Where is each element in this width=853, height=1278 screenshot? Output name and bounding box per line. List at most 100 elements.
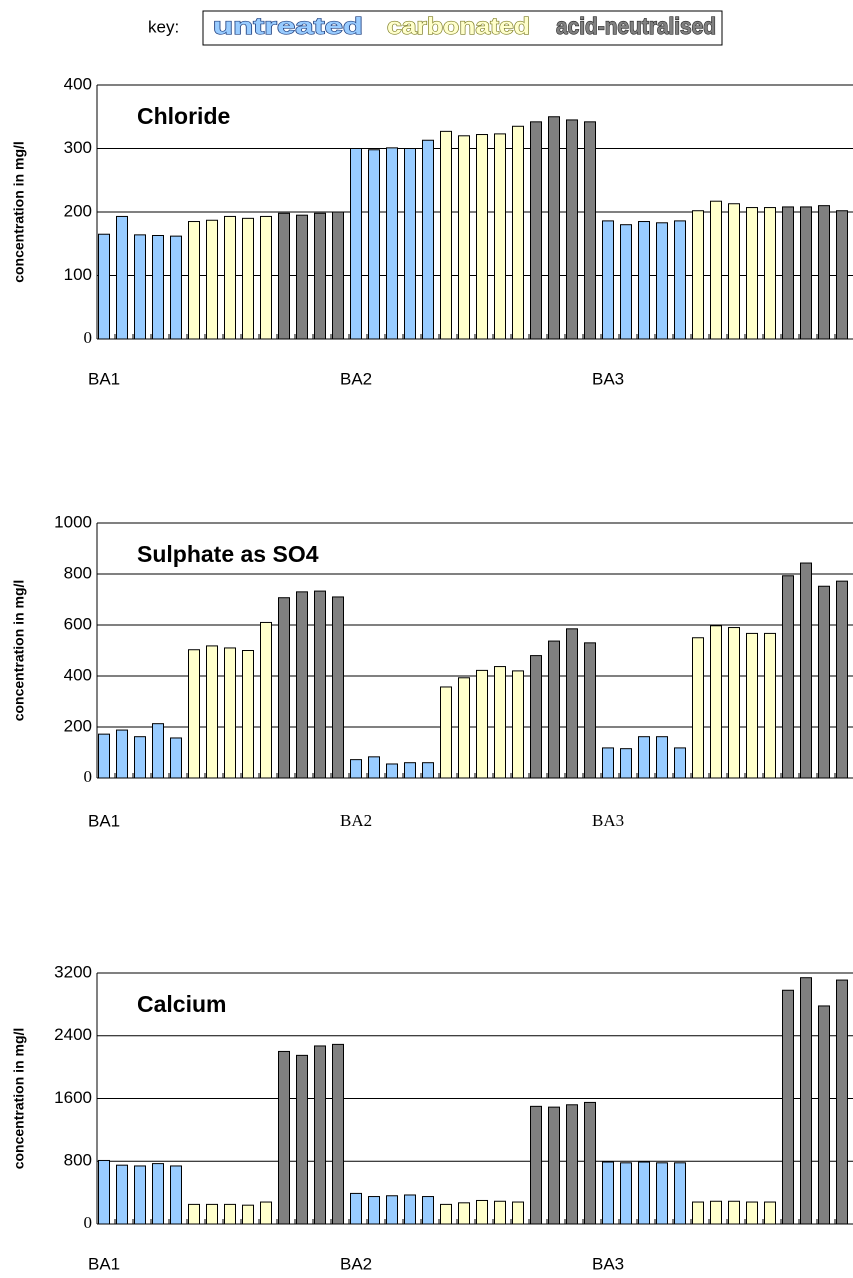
- bar: [674, 220, 686, 340]
- bar: [134, 1165, 146, 1225]
- bar: [458, 1202, 470, 1225]
- bar: [494, 666, 506, 779]
- bar: [638, 221, 650, 340]
- x-tick-label: BA3: [592, 369, 624, 388]
- bar: [548, 116, 560, 340]
- bar: [98, 1159, 110, 1225]
- bar: [692, 637, 704, 779]
- bar: [332, 1043, 344, 1225]
- bar: [134, 736, 146, 779]
- bar: [404, 148, 416, 340]
- bar: [422, 762, 434, 779]
- bar: [566, 628, 578, 779]
- bar: [386, 763, 398, 779]
- bar: [260, 621, 272, 779]
- bar: [170, 1165, 182, 1225]
- bar: [530, 1105, 542, 1225]
- bar: [296, 1054, 308, 1225]
- y-tick-label: 100: [64, 265, 92, 284]
- bar: [566, 119, 578, 340]
- bar: [782, 575, 794, 779]
- y-tick-label: 400: [64, 74, 92, 93]
- bar: [206, 219, 218, 340]
- bar: [134, 234, 146, 340]
- y-tick-label: 600: [64, 614, 92, 633]
- bar: [674, 747, 686, 779]
- bar: [656, 736, 668, 779]
- y-axis-label: concentration in mg/l: [11, 580, 27, 722]
- y-tick-label: 0: [84, 1213, 93, 1232]
- bar: [764, 632, 776, 779]
- bar: [512, 125, 524, 340]
- bar: [602, 747, 614, 779]
- bar: [800, 562, 812, 779]
- bar: [476, 1199, 488, 1225]
- bar: [728, 627, 740, 779]
- x-tick-label: BA2: [340, 1254, 372, 1273]
- bar: [638, 736, 650, 779]
- bar: [152, 1163, 164, 1225]
- bar: [818, 585, 830, 779]
- bar: [512, 1201, 524, 1225]
- bar: [494, 1200, 506, 1225]
- y-tick-label: 300: [64, 138, 92, 157]
- x-tick-label: BA1: [88, 811, 120, 830]
- bar: [368, 756, 380, 779]
- y-tick-label: 800: [64, 1151, 92, 1170]
- bar: [602, 1161, 614, 1225]
- bar: [458, 135, 470, 340]
- bar: [836, 210, 848, 340]
- y-tick-label: 1000: [54, 512, 92, 531]
- bar: [692, 1201, 704, 1225]
- bar: [818, 1005, 830, 1225]
- bar: [782, 989, 794, 1225]
- bar: [332, 211, 344, 340]
- bar: [548, 1106, 560, 1225]
- bar: [746, 207, 758, 340]
- bar: [638, 1161, 650, 1225]
- bar: [656, 1162, 668, 1225]
- bar: [116, 729, 128, 779]
- bar: [314, 590, 326, 779]
- bar: [206, 1203, 218, 1225]
- bar: [476, 134, 488, 340]
- x-tick-label: BA1: [88, 1254, 120, 1273]
- bar: [368, 149, 380, 340]
- bar: [368, 1196, 380, 1225]
- y-tick-label: 3200: [54, 962, 92, 981]
- y-tick-label: 200: [64, 716, 92, 735]
- bar: [710, 1200, 722, 1225]
- bar: [818, 205, 830, 340]
- bar: [170, 737, 182, 779]
- bar: [764, 207, 776, 340]
- bar: [224, 1203, 236, 1225]
- y-axis-label: concentration in mg/l: [11, 1028, 27, 1170]
- bar: [620, 1162, 632, 1225]
- key-label: key:: [148, 17, 179, 36]
- bar: [728, 203, 740, 340]
- bar: [530, 655, 542, 779]
- bar: [152, 234, 164, 340]
- bar: [530, 121, 542, 340]
- bar: [224, 647, 236, 779]
- key-box: [202, 10, 723, 46]
- bar: [314, 1045, 326, 1225]
- bar: [116, 215, 128, 340]
- bar: [458, 677, 470, 779]
- bar: [440, 686, 452, 779]
- bar: [188, 221, 200, 340]
- bar: [602, 220, 614, 340]
- bar: [620, 224, 632, 340]
- bar: [386, 147, 398, 340]
- y-axis-label: concentration in mg/l: [11, 141, 27, 283]
- bar: [422, 1196, 434, 1225]
- y-tick-label: 200: [64, 201, 92, 220]
- bar: [584, 1101, 596, 1225]
- bar: [620, 748, 632, 779]
- x-tick-label: BA3: [592, 811, 624, 830]
- bar: [278, 1050, 290, 1225]
- bar: [350, 759, 362, 779]
- bar: [710, 200, 722, 340]
- bar: [674, 1162, 686, 1225]
- y-tick-label: 400: [64, 665, 92, 684]
